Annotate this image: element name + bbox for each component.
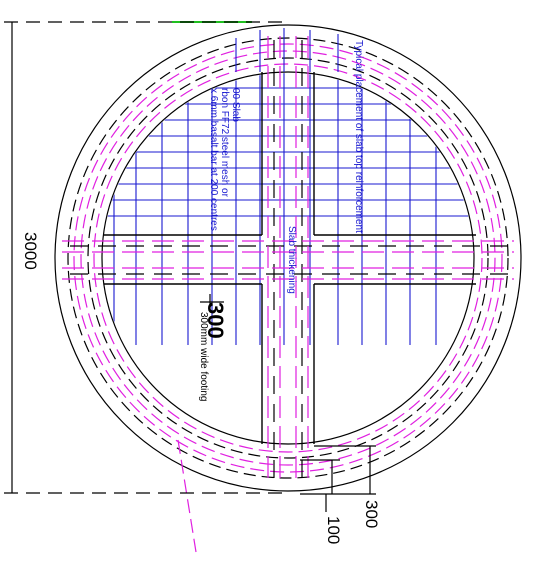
- mesh-laps: [235, 28, 339, 72]
- inner-slab-circle: [101, 71, 475, 445]
- dimension-100-label: 100: [324, 516, 343, 544]
- slab-outline: [54, 24, 522, 492]
- footing-ring-bars: [73, 43, 503, 473]
- ring-bar-outer: [73, 43, 503, 473]
- ring-bar-mid: [80, 50, 496, 466]
- slab-note-line1: 00 Slab: [230, 88, 241, 122]
- footing-outer-dashed: [67, 37, 509, 479]
- top-reinforcement-label: Typical placement of slab top reinforcem…: [353, 40, 364, 233]
- footing-width-label: 300mm wide footing: [198, 312, 209, 402]
- footing-inner-dashed: [87, 57, 489, 459]
- beam-dashed-lines: [70, 40, 510, 480]
- dimension-300-bottom-label: 300: [362, 500, 381, 528]
- dimension-3000: [4, 21, 285, 494]
- slab-thickening-cross: [104, 72, 476, 444]
- dimension-3000-label: 3000: [21, 232, 40, 270]
- dimension-bottom: [300, 445, 376, 512]
- thickening-bars: [62, 36, 514, 484]
- slab-thickening-label: Slab thickening: [286, 226, 297, 294]
- outer-slab-circle: [54, 24, 522, 492]
- slab-note-line3: x 6mm basalt bar at 200 centres: [208, 88, 219, 231]
- dimension-300-footing: [200, 294, 224, 310]
- ring-bar-inner: [93, 63, 483, 453]
- top-reinforcement-mesh: [103, 73, 473, 345]
- slab-note-line2: rbon FF72 steel mesh or: [219, 88, 230, 198]
- dimension-300-footing-label: 300: [203, 302, 228, 339]
